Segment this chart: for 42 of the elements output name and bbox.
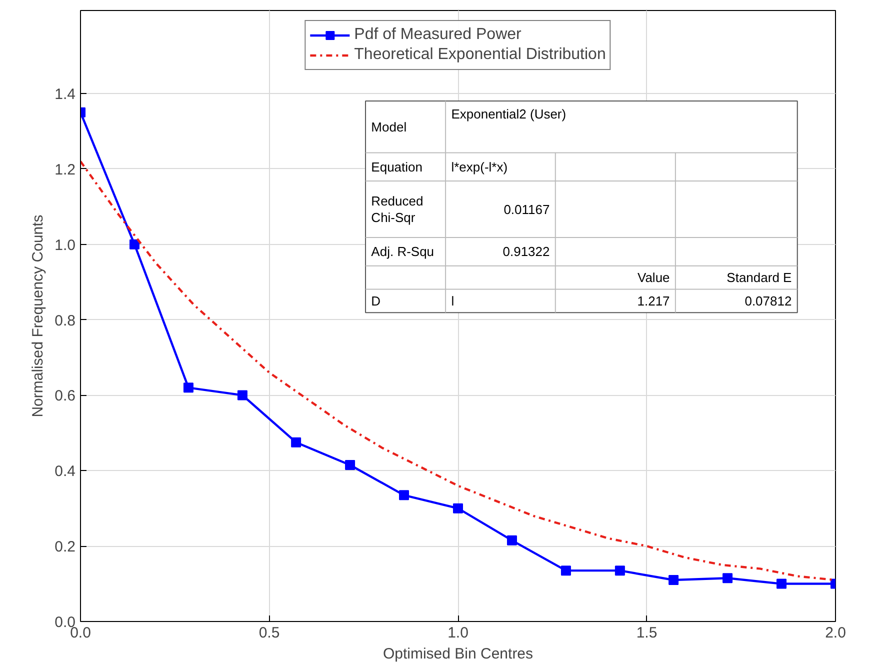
- point: [129, 239, 140, 250]
- annotation: Equation: [371, 159, 423, 174]
- y-axis-title: Normalised Frequency Counts: [30, 214, 47, 418]
- y-tick-label: 1.0: [54, 236, 76, 254]
- annotation: Standard E: [726, 270, 792, 286]
- annotation: Exponential2 (User): [451, 106, 566, 122]
- point: [722, 573, 733, 584]
- point: [183, 382, 194, 393]
- x-tick-label: 0.5: [258, 624, 280, 642]
- x-tick-label: 1.5: [636, 624, 658, 642]
- point: [614, 566, 625, 576]
- y-tick-label: 1.4: [54, 86, 76, 103]
- point: [776, 578, 787, 589]
- annotation: D: [371, 293, 381, 308]
- annotation: Adj. R-Squ: [371, 244, 434, 260]
- annotation: 0.01167: [504, 202, 550, 217]
- y-tick-label: 0.2: [54, 538, 76, 556]
- legend-label: Pdf of Measured Power: [354, 26, 522, 44]
- point: [668, 575, 679, 586]
- y-tick-label: 0.6: [54, 388, 76, 405]
- point: [345, 460, 356, 470]
- annotation: Model: [371, 119, 407, 134]
- x-tick-label: 1.0: [448, 624, 468, 642]
- x-axis-title: Optimised Bin Centres: [382, 646, 534, 662]
- annotation: Value: [637, 270, 670, 286]
- y-tick-label: 0.4: [54, 463, 76, 480]
- point: [291, 437, 302, 448]
- legend-label: Theoretical Exponential Distribution: [354, 46, 606, 64]
- annotation: Reduced Chi-Sqr: [371, 194, 424, 226]
- point: [506, 535, 517, 546]
- x-tick-label: 2.0: [825, 624, 846, 642]
- annotation: 1.217: [637, 293, 670, 308]
- point: [399, 490, 410, 500]
- annotation: l: [451, 293, 454, 308]
- y-tick-label: 0.8: [54, 312, 76, 330]
- point: [453, 503, 463, 514]
- point: [560, 566, 571, 576]
- point: [237, 390, 248, 400]
- annotation: 0.07812: [744, 293, 792, 308]
- annotation: l*exp(-l*x): [451, 159, 508, 174]
- y-tick-label: 1.2: [54, 161, 76, 178]
- annotation: 0.91322: [502, 244, 550, 260]
